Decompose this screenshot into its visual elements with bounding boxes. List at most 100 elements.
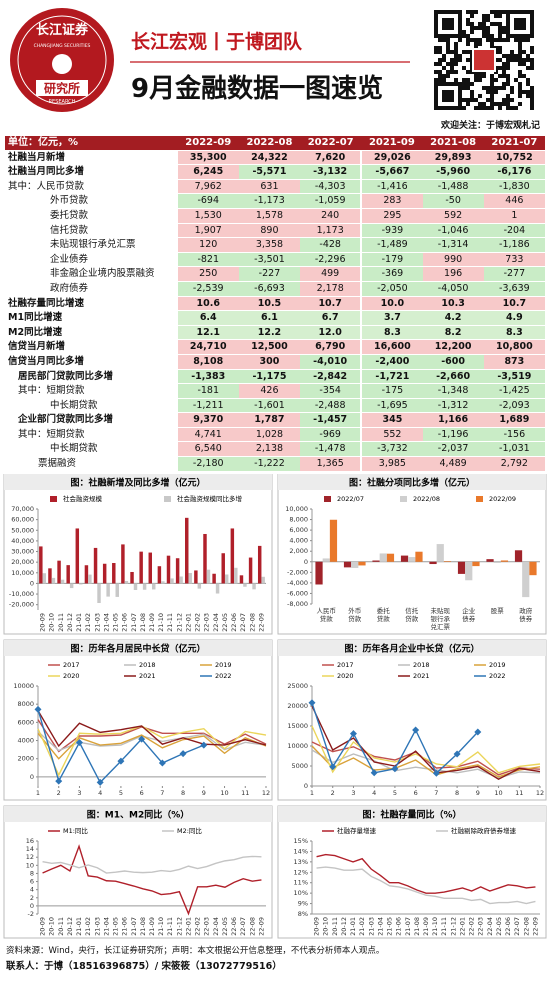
table-row: 中长期贷款 6,540 2,138 -1,478 -3,732 -2,037 -1,031 (5, 441, 545, 458)
cell: 1,028 (238, 427, 301, 443)
qr-code (434, 10, 534, 110)
row-label: 信托贷款 (5, 223, 178, 239)
x-tick-label: 22-07 (239, 917, 247, 936)
line (311, 725, 541, 774)
cell: 2,178 (300, 281, 362, 297)
qr-cell (502, 98, 506, 102)
row-label: 信贷当月新增 (5, 339, 178, 355)
x-tick-label: 21-03 (367, 917, 375, 936)
cell: -6,693 (238, 281, 301, 297)
chart-title: 图：社融存量同比（%） (362, 809, 461, 821)
y-tick-label: 16 (26, 837, 34, 845)
qr-cell (526, 90, 530, 94)
cell: -6,176 (483, 164, 545, 180)
y-tick-label: 4,000 (289, 537, 308, 545)
x-tick-label: 22-09 (531, 917, 539, 936)
qr-cell (442, 18, 454, 30)
qr-cell (466, 102, 470, 106)
table-row: 政府债券 -2,539 -6,693 2,178 -2,050 -4,050 -3,639 (5, 281, 545, 297)
legend-label: 社会融资规模同比多增 (177, 494, 242, 503)
y-tick-label: 6 (30, 878, 34, 886)
qr-cell (470, 30, 474, 34)
qr-cell (466, 22, 470, 26)
table-row: 信托贷款 1,907 890 1,173 -939 -1,046 -204 (5, 223, 545, 239)
qr-cell (466, 70, 470, 74)
qr-cell (522, 38, 526, 42)
qr-cell (474, 74, 478, 78)
x-tick-label: 人民币贷款 (317, 607, 337, 623)
marker (75, 739, 83, 747)
bar (112, 563, 116, 584)
title-bar (278, 474, 546, 490)
qr-cell (498, 22, 502, 26)
qr-cell (466, 18, 470, 22)
cell: 300 (238, 354, 301, 370)
qr-cell (526, 38, 530, 42)
x-tick-label: 20-11 (57, 917, 65, 936)
legend-label: 2018 (413, 661, 430, 669)
x-tick-label: 2 (57, 789, 61, 797)
x-tick-label: 股票 (491, 607, 505, 615)
x-tick-label: 21-07 (130, 613, 138, 632)
x-tick-label: 8 (181, 789, 185, 797)
qr-cell (470, 98, 474, 102)
qr-cell (518, 58, 522, 62)
qr-cell (474, 78, 478, 82)
x-tick-label: 22-07 (239, 613, 247, 632)
title-bar (4, 474, 272, 490)
bar (322, 558, 330, 562)
x-tick-label: 委托贷款 (377, 606, 391, 623)
qr-cell (454, 62, 458, 66)
qr-cell (494, 90, 498, 94)
qr-cell (506, 98, 510, 102)
table-row: 其中：短期贷款 -181 426 -354 -175 -1,348 -1,425 (5, 383, 545, 399)
marker (453, 750, 461, 758)
qr-cell (510, 86, 514, 90)
marker (158, 759, 166, 767)
y-tick-label: 0 (30, 773, 34, 781)
qr-cell (490, 78, 494, 82)
legend-label: 2021 (413, 672, 430, 680)
y-tick-label: -6,000 (287, 589, 308, 597)
qr-cell (486, 18, 490, 22)
qr-cell (522, 74, 526, 78)
cell: 552 (360, 427, 423, 443)
legend-label: 2022 (489, 672, 506, 680)
qr-cell (478, 94, 482, 98)
cell: 6.7 (300, 310, 362, 326)
qr-cell (438, 38, 442, 42)
column-header: 2021-07 (483, 136, 545, 151)
logo-band (36, 80, 88, 96)
qr-cell (494, 78, 498, 82)
cell: 10,752 (483, 150, 545, 166)
qr-cell (510, 90, 514, 94)
qr-cell (486, 34, 490, 38)
bar (121, 544, 125, 584)
row-label: 中长期贷款 (5, 398, 178, 414)
x-tick-label: 21-01 (349, 917, 357, 936)
qr-cell (502, 54, 506, 58)
qr-cell (454, 54, 458, 58)
qr-cell (494, 10, 498, 14)
bar (212, 573, 216, 584)
legend-label: 2022 (215, 672, 232, 680)
bar (329, 519, 338, 562)
qr-cell (442, 78, 446, 82)
table-row: M1同比增速 6.4 6.1 6.7 3.7 4.2 4.9 (5, 310, 545, 326)
qr-cell (514, 54, 518, 58)
cell: 990 (422, 252, 484, 268)
x-tick-label: 21-11 (166, 917, 174, 936)
qr-cell (474, 10, 478, 14)
brand: 长江宏观丨于博团队 (131, 30, 303, 53)
qr-cell (478, 26, 482, 30)
x-tick-label: 22-02 (468, 917, 476, 936)
y-tick-label: 12% (294, 868, 308, 876)
cell: -1,416 (360, 179, 423, 195)
row-label: 委托贷款 (5, 208, 178, 224)
line (42, 844, 262, 916)
cell: 10.3 (422, 295, 484, 312)
cell: 3,358 (238, 237, 301, 253)
cell: 1,787 (238, 412, 301, 428)
table-row: 企业债券 -821 -3,501 -2,296 -179 990 733 (5, 252, 545, 268)
x-tick-label: 3 (77, 789, 81, 797)
